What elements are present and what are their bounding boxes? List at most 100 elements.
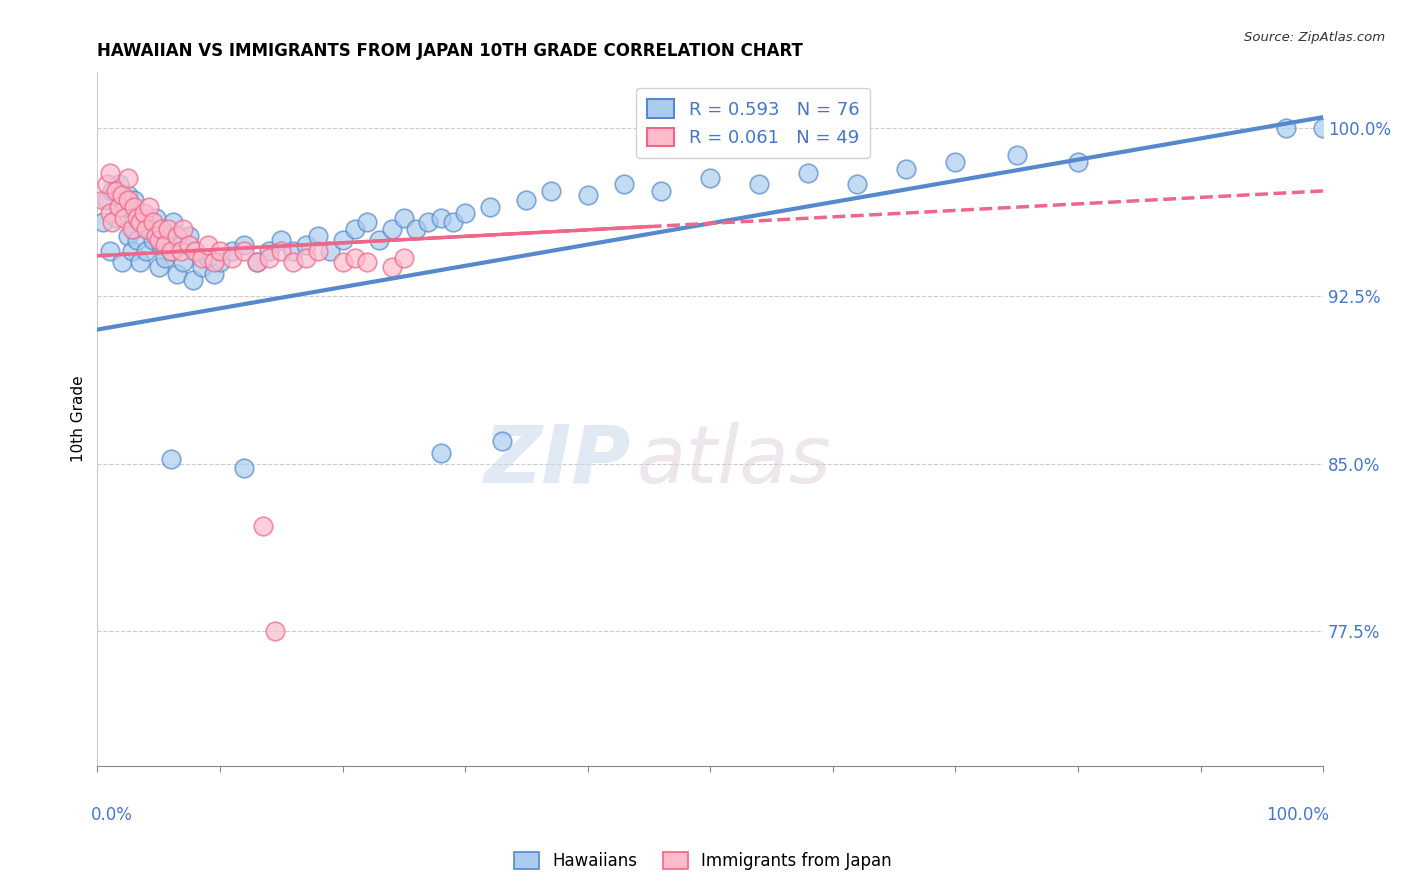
- Point: [613, 178, 636, 192]
- Point: [101, 184, 124, 198]
- Point: [233, 461, 256, 475]
- Point: [418, 215, 440, 229]
- Point: [429, 211, 451, 225]
- Text: 100.0%: 100.0%: [1267, 805, 1329, 824]
- Point: [748, 178, 770, 192]
- Point: [441, 215, 464, 229]
- Point: [132, 211, 155, 225]
- Point: [157, 222, 180, 236]
- Point: [148, 260, 170, 274]
- Point: [112, 200, 135, 214]
- Point: [257, 244, 280, 259]
- Point: [166, 267, 188, 281]
- Point: [221, 251, 243, 265]
- Point: [98, 206, 121, 220]
- Point: [160, 452, 183, 467]
- Point: [104, 184, 127, 198]
- Point: [380, 222, 402, 236]
- Point: [162, 215, 184, 229]
- Point: [141, 233, 163, 247]
- Point: [576, 188, 599, 202]
- Point: [122, 222, 145, 236]
- Point: [181, 273, 204, 287]
- Point: [208, 244, 231, 259]
- Point: [307, 244, 329, 259]
- Point: [184, 244, 207, 259]
- Point: [797, 166, 820, 180]
- Point: [319, 244, 342, 259]
- Y-axis label: 10th Grade: 10th Grade: [72, 376, 86, 462]
- Point: [160, 244, 183, 259]
- Point: [170, 237, 193, 252]
- Point: [166, 228, 188, 243]
- Point: [846, 178, 869, 192]
- Point: [108, 200, 131, 214]
- Text: 0.0%: 0.0%: [91, 805, 134, 824]
- Point: [257, 251, 280, 265]
- Point: [1275, 121, 1298, 136]
- Point: [93, 215, 115, 229]
- Point: [270, 244, 292, 259]
- Point: [160, 244, 183, 259]
- Point: [368, 233, 391, 247]
- Point: [650, 184, 672, 198]
- Point: [101, 215, 124, 229]
- Point: [184, 244, 207, 259]
- Point: [246, 255, 269, 269]
- Point: [98, 166, 121, 180]
- Point: [179, 228, 201, 243]
- Point: [1312, 121, 1334, 136]
- Point: [145, 211, 167, 225]
- Point: [98, 244, 121, 259]
- Point: [283, 255, 305, 269]
- Point: [294, 237, 316, 252]
- Point: [122, 193, 145, 207]
- Point: [111, 255, 134, 269]
- Point: [283, 244, 305, 259]
- Point: [96, 178, 118, 192]
- Point: [117, 170, 139, 185]
- Point: [246, 255, 269, 269]
- Point: [172, 222, 194, 236]
- Point: [540, 184, 562, 198]
- Point: [380, 260, 402, 274]
- Point: [125, 211, 148, 225]
- Point: [1067, 154, 1090, 169]
- Point: [172, 255, 194, 269]
- Point: [153, 237, 176, 252]
- Point: [104, 211, 127, 225]
- Text: HAWAIIAN VS IMMIGRANTS FROM JAPAN 10TH GRADE CORRELATION CHART: HAWAIIAN VS IMMIGRANTS FROM JAPAN 10TH G…: [97, 42, 803, 60]
- Point: [699, 170, 721, 185]
- Point: [491, 434, 513, 449]
- Point: [343, 251, 366, 265]
- Point: [208, 255, 231, 269]
- Point: [157, 228, 180, 243]
- Point: [356, 215, 378, 229]
- Point: [233, 244, 256, 259]
- Point: [132, 206, 155, 220]
- Point: [197, 251, 219, 265]
- Point: [121, 222, 143, 236]
- Point: [332, 233, 354, 247]
- Point: [1005, 148, 1028, 162]
- Point: [478, 200, 501, 214]
- Point: [145, 228, 167, 243]
- Point: [108, 178, 131, 192]
- Point: [153, 251, 176, 265]
- Point: [93, 193, 115, 207]
- Point: [138, 200, 160, 214]
- Point: [117, 188, 139, 202]
- Point: [138, 222, 160, 236]
- Point: [129, 215, 152, 229]
- Legend: R = 0.593   N = 76, R = 0.061   N = 49: R = 0.593 N = 76, R = 0.061 N = 49: [637, 88, 870, 158]
- Point: [135, 222, 157, 236]
- Point: [264, 624, 287, 639]
- Point: [221, 244, 243, 259]
- Point: [202, 267, 225, 281]
- Point: [122, 200, 145, 214]
- Point: [454, 206, 477, 220]
- Point: [392, 251, 415, 265]
- Legend: Hawaiians, Immigrants from Japan: Hawaiians, Immigrants from Japan: [508, 845, 898, 877]
- Point: [150, 237, 173, 252]
- Text: atlas: atlas: [637, 422, 831, 500]
